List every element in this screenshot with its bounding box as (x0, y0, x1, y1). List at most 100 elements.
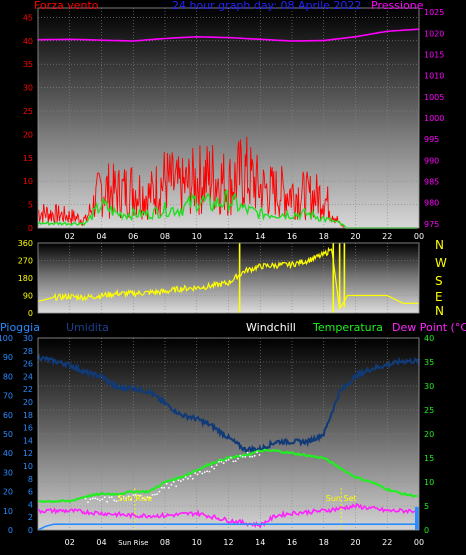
windchill-point (96, 498, 99, 500)
windchill-point (153, 493, 156, 496)
wind-axis-title: Forza vento (34, 0, 99, 12)
wind-tick-label: 30 (23, 84, 33, 93)
windchill-point (103, 496, 106, 499)
windchill-point (165, 482, 168, 485)
windchill-point (237, 457, 239, 460)
temperature-tick-label: 35 (424, 358, 434, 367)
windchill-point (234, 460, 237, 462)
temperature-tick-label: 20 (424, 430, 434, 439)
windchill-point (256, 451, 258, 453)
wind-panel-frame (37, 7, 420, 229)
windchill-point (203, 471, 206, 473)
humidity-tick-label: 30 (23, 334, 33, 343)
windchill-point (115, 500, 118, 502)
humidity-tick-label: 24 (23, 372, 33, 381)
rain-tick-label: 20 (3, 488, 13, 497)
rain-tick-label: 0 (8, 526, 13, 535)
temperature-x-tick-label: 02 (65, 538, 75, 547)
pressure-tick-label: 1010 (424, 72, 444, 81)
temperature-legend: Temperatura (312, 321, 383, 334)
pressure-tick-label: 1015 (424, 51, 444, 60)
windchill-point (149, 496, 151, 499)
wind-x-tick-label: 00 (414, 232, 424, 241)
windchill-point (94, 497, 97, 500)
wind-x-tick-label: 18 (319, 232, 329, 241)
dewpoint-line (37, 502, 420, 529)
windchill-point (232, 460, 235, 463)
rain-tick-label: 60 (3, 411, 13, 420)
windchill-point (113, 499, 116, 502)
windchill-point (170, 483, 173, 486)
windchill-point (196, 473, 199, 476)
rain-tick-label: 90 (3, 353, 13, 362)
wind-x-tick-label: 14 (255, 232, 265, 241)
windchill-point (156, 493, 159, 495)
direction-tick-label: 0 (28, 309, 33, 318)
wind-tick-label: 25 (23, 107, 33, 116)
humidity-tick-label: 4 (28, 500, 33, 509)
windchill-point (253, 454, 256, 457)
windchill-point (160, 486, 163, 489)
windchill-point (130, 498, 132, 501)
windchill-point (218, 461, 220, 463)
windchill-point (151, 494, 154, 496)
sun-rise-label: Sun Rise (118, 494, 153, 503)
rain-line (37, 523, 419, 531)
wind-x-tick-label: 10 (192, 232, 202, 241)
windchill-point (222, 462, 225, 464)
windchill-point (120, 498, 123, 501)
windchill-point (208, 470, 211, 473)
windchill-point (158, 490, 161, 493)
windchill-point (258, 454, 261, 456)
direction-panel-frame (37, 242, 420, 314)
rain-tick-label: 70 (3, 392, 13, 401)
temperature-tick-label: 15 (424, 454, 434, 463)
temperature-x-tick-label: 00 (414, 538, 424, 547)
wind-x-tick-label: 22 (382, 232, 392, 241)
windchill-point (132, 494, 135, 496)
humidity-tick-label: 22 (23, 385, 33, 394)
wind-tick-label: 5 (28, 201, 33, 210)
sun-set-label: Sun Set (326, 494, 357, 503)
wind-direction-line (37, 246, 419, 311)
chart-title: 24 hour graph day: 08 Aprile 2022 (172, 0, 361, 12)
wind-tick-label: 15 (23, 154, 33, 163)
temperature-x-tick-label: 04 (96, 538, 106, 547)
windchill-point (225, 459, 228, 462)
rain-tick-label: 100 (0, 334, 13, 343)
windchill-point (125, 497, 127, 500)
windchill-point (84, 497, 87, 500)
temperature-x-tick-label: 14 (255, 538, 265, 547)
windchill-point (99, 499, 101, 502)
humidity-tick-label: 6 (28, 488, 33, 497)
dir-letter-n-bottom: N (435, 304, 444, 318)
temperature-tick-label: 25 (424, 406, 434, 415)
humidity-tick-label: 14 (23, 436, 33, 445)
windchill-point (146, 496, 149, 498)
wind-tick-label: 45 (23, 13, 33, 22)
wind-tick-label: 10 (23, 177, 33, 186)
temperature-tick-label: 40 (424, 334, 434, 343)
windchill-point (182, 478, 185, 481)
humidity-tick-label: 26 (23, 360, 33, 369)
windchill-point (199, 470, 201, 473)
dir-letter-n-top: N (435, 238, 444, 252)
wind-x-tick-label: 02 (65, 232, 75, 241)
windchill-point (137, 494, 139, 497)
windchill-point (180, 480, 182, 482)
temperature-x-tick-label: 18 (319, 538, 329, 547)
dir-letter-e: E (435, 290, 443, 304)
windchill-point (210, 465, 213, 468)
temperature-panel-frame (37, 337, 420, 531)
pressure-tick-label: 1000 (424, 114, 444, 123)
windchill-point (87, 501, 89, 503)
windchill-point (220, 460, 223, 463)
humidity-tick-label: 8 (28, 475, 33, 484)
rain-tick-label: 50 (3, 430, 13, 439)
windchill-point (194, 472, 197, 474)
windchill-point (177, 479, 180, 482)
temperature-tick-label: 0 (424, 526, 429, 535)
windchill-point (187, 477, 189, 480)
